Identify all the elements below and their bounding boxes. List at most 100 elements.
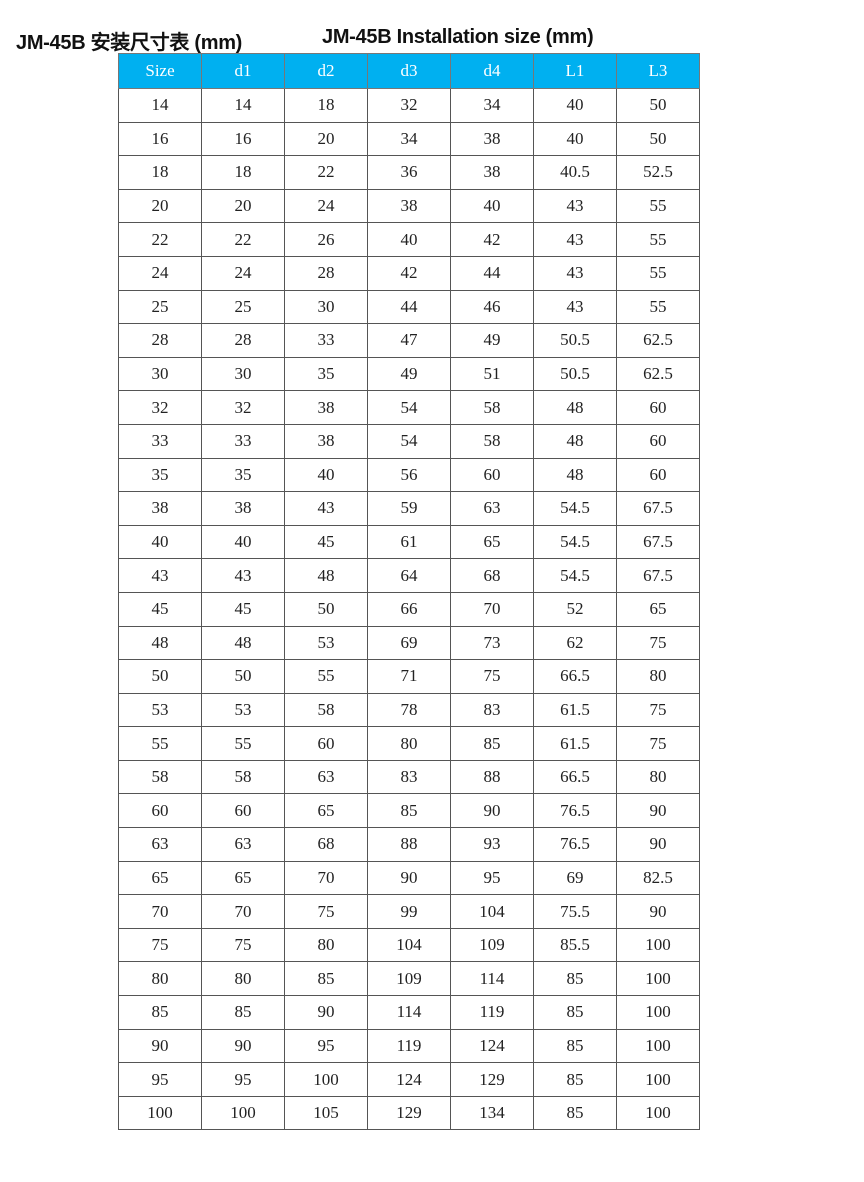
cell-l3: 65 — [616, 591, 700, 627]
cell-d4: 93 — [450, 827, 534, 862]
cell-l3: 60 — [616, 390, 700, 425]
cell-l3: 100 — [616, 1095, 700, 1131]
cell-size: 75 — [118, 927, 202, 963]
cell-d1: 30 — [201, 356, 285, 392]
cell-d4: 60 — [450, 457, 534, 493]
cell-d4: 49 — [450, 323, 534, 358]
cell-size: 70 — [118, 894, 202, 929]
cell-l1: 66.5 — [533, 759, 617, 795]
cell-size: 85 — [118, 995, 202, 1030]
cell-d4: 114 — [450, 961, 534, 997]
cell-d2: 60 — [284, 726, 368, 761]
cell-d2: 20 — [284, 121, 368, 157]
cell-d1: 32 — [201, 390, 285, 425]
cell-l1: 62 — [533, 625, 617, 661]
cell-d3: 104 — [367, 927, 451, 963]
cell-l3: 55 — [616, 188, 700, 224]
cell-l1: 48 — [533, 423, 617, 459]
column-header-d3: d3 — [367, 53, 451, 89]
cell-d3: 124 — [367, 1062, 451, 1097]
cell-d4: 95 — [450, 860, 534, 896]
cell-d3: 109 — [367, 961, 451, 997]
cell-d1: 58 — [201, 759, 285, 795]
cell-size: 25 — [118, 289, 202, 325]
cell-l3: 52.5 — [616, 155, 700, 190]
cell-size: 22 — [118, 222, 202, 257]
cell-d1: 18 — [201, 155, 285, 190]
cell-d3: 56 — [367, 457, 451, 493]
cell-d3: 80 — [367, 726, 451, 761]
cell-d4: 134 — [450, 1095, 534, 1131]
cell-size: 28 — [118, 323, 202, 358]
cell-l3: 55 — [616, 255, 700, 291]
cell-size: 60 — [118, 793, 202, 829]
cell-d1: 48 — [201, 625, 285, 661]
cell-d2: 63 — [284, 759, 368, 795]
cell-l1: 40 — [533, 121, 617, 157]
cell-l1: 61.5 — [533, 726, 617, 761]
cell-d4: 109 — [450, 927, 534, 963]
cell-d4: 119 — [450, 995, 534, 1030]
cell-d3: 78 — [367, 692, 451, 728]
cell-d4: 44 — [450, 255, 534, 291]
cell-d3: 49 — [367, 356, 451, 392]
cell-l1: 43 — [533, 255, 617, 291]
table-row: 58 58 63 83 88 66.5 80 — [118, 759, 700, 795]
cell-d4: 75 — [450, 659, 534, 694]
table-row: 28 28 33 47 49 50.5 62.5 — [118, 323, 700, 358]
cell-d1: 70 — [201, 894, 285, 929]
cell-d1: 45 — [201, 591, 285, 627]
cell-l1: 54.5 — [533, 558, 617, 593]
cell-d4: 38 — [450, 121, 534, 157]
column-header-d4: d4 — [450, 53, 534, 89]
cell-d4: 38 — [450, 155, 534, 190]
table-row: 63 63 68 88 93 76.5 90 — [118, 827, 700, 862]
table-row: 25 25 30 44 46 43 55 — [118, 289, 700, 325]
cell-l1: 54.5 — [533, 491, 617, 526]
cell-d4: 40 — [450, 188, 534, 224]
cell-d3: 66 — [367, 591, 451, 627]
cell-l1: 85.5 — [533, 927, 617, 963]
cell-l1: 85 — [533, 1062, 617, 1097]
cell-l1: 50.5 — [533, 323, 617, 358]
cell-l3: 55 — [616, 289, 700, 325]
cell-d3: 69 — [367, 625, 451, 661]
cell-d3: 129 — [367, 1095, 451, 1131]
cell-l1: 48 — [533, 390, 617, 425]
cell-l3: 60 — [616, 423, 700, 459]
cell-d4: 68 — [450, 558, 534, 593]
cell-l3: 75 — [616, 726, 700, 761]
cell-l3: 60 — [616, 457, 700, 493]
table-row: 60 60 65 85 90 76.5 90 — [118, 793, 700, 829]
cell-d3: 47 — [367, 323, 451, 358]
cell-d2: 38 — [284, 390, 368, 425]
cell-d2: 55 — [284, 659, 368, 694]
table-row: 45 45 50 66 70 52 65 — [118, 591, 700, 627]
cell-d4: 104 — [450, 894, 534, 929]
cell-l3: 100 — [616, 927, 700, 963]
cell-l3: 50 — [616, 88, 700, 123]
cell-d4: 65 — [450, 524, 534, 560]
table-row: 90 90 95 119 124 85 100 — [118, 1028, 700, 1064]
table-row: 14 14 18 32 34 40 50 — [118, 88, 700, 123]
column-header-l3: L3 — [616, 53, 700, 89]
cell-d4: 124 — [450, 1028, 534, 1064]
table-row: 48 48 53 69 73 62 75 — [118, 625, 700, 661]
cell-l3: 90 — [616, 894, 700, 929]
cell-d2: 85 — [284, 961, 368, 997]
column-header-d1: d1 — [201, 53, 285, 89]
cell-d1: 100 — [201, 1095, 285, 1131]
column-header-size: Size — [118, 53, 202, 89]
cell-d4: 88 — [450, 759, 534, 795]
cell-d1: 14 — [201, 88, 285, 123]
cell-l1: 85 — [533, 1028, 617, 1064]
cell-d4: 58 — [450, 390, 534, 425]
cell-d3: 38 — [367, 188, 451, 224]
cell-l1: 69 — [533, 860, 617, 896]
cell-l3: 100 — [616, 1028, 700, 1064]
table-row: 22 22 26 40 42 43 55 — [118, 222, 700, 257]
cell-d2: 50 — [284, 591, 368, 627]
column-header-d2: d2 — [284, 53, 368, 89]
cell-l3: 100 — [616, 1062, 700, 1097]
cell-size: 14 — [118, 88, 202, 123]
